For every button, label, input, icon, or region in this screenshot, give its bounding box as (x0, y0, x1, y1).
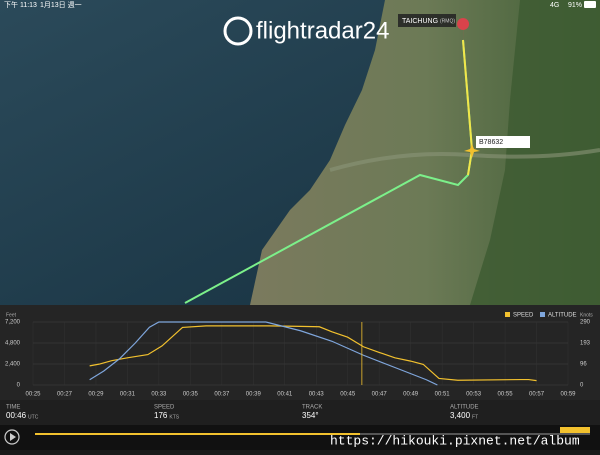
y2-tick-label: 96 (580, 362, 587, 368)
airport-code: (RMQ) (440, 18, 455, 24)
series-line (89, 321, 438, 386)
y-tick-label: 4,800 (5, 341, 21, 347)
stat-value: 176 (154, 411, 168, 420)
stat-label: ALTITUDE (450, 405, 479, 411)
legend-swatch (540, 312, 545, 317)
play-button[interactable] (4, 429, 20, 445)
status-battery: 91% (568, 2, 582, 9)
legend-label: SPEED (513, 313, 534, 319)
status-time: 下午 11:13 (4, 0, 37, 9)
logo: flightradar24 (256, 17, 389, 44)
status-network: 4G (550, 2, 559, 9)
stat-value: 354° (302, 411, 319, 420)
logo-icon (223, 16, 253, 46)
map-river (329, 148, 600, 172)
map-mountains (470, 0, 600, 305)
watermark: https://hikouki.pixnet.net/album (330, 433, 580, 448)
y-axis-label: Feet (6, 312, 17, 318)
y2-tick-label: 193 (580, 341, 591, 347)
chart-panel (0, 305, 600, 400)
playback-bar (0, 425, 600, 450)
progress-rest (360, 433, 590, 435)
x-tick-label: 00:25 (25, 392, 41, 398)
legend-label: ALTITUDE (548, 313, 577, 319)
stat-value: 00:46 (6, 411, 27, 420)
airport-label-bg (398, 14, 456, 27)
stat-label: TIME (6, 405, 20, 411)
y2-tick-label: 0 (580, 383, 584, 389)
y2-tick-label: 290 (580, 320, 591, 326)
x-tick-label: 00:29 (88, 392, 104, 398)
stat-unit: KTS (169, 414, 179, 420)
airport-label: TAICHUNG (402, 18, 438, 25)
x-tick-label: 00:55 (498, 392, 514, 398)
x-tick-label: 00:35 (183, 392, 199, 398)
flight-label-bg[interactable] (476, 136, 530, 148)
airport-pin[interactable] (457, 18, 470, 44)
stats-bar (0, 400, 600, 425)
x-tick-label: 00:33 (151, 392, 167, 398)
y-tick-label: 2,400 (5, 362, 21, 368)
x-tick-label: 00:31 (120, 392, 136, 398)
flight-label[interactable]: B78632 (479, 139, 503, 146)
stat-unit: FT (472, 414, 478, 420)
stat-unit: UTC (28, 414, 39, 420)
stat-label: TRACK (302, 405, 322, 411)
play-icon[interactable] (10, 433, 16, 441)
aircraft-icon[interactable] (464, 144, 480, 158)
x-tick-label: 00:49 (403, 392, 419, 398)
x-tick-label: 00:53 (466, 392, 482, 398)
battery-icon (584, 1, 596, 8)
progress-played (35, 433, 360, 435)
x-tick-label: 00:39 (246, 392, 262, 398)
stat-value: 3,400 (450, 411, 471, 420)
x-tick-label: 00:37 (214, 392, 230, 398)
x-tick-label: 00:51 (435, 392, 451, 398)
speed-toggle[interactable] (560, 427, 590, 433)
status-date: 1月13日 週一 (40, 0, 82, 9)
legend-swatch (505, 312, 510, 317)
chart: 0 2,400 4,800 7,200 0 96 193 290 00:25 00:27 00:29… (5, 312, 591, 398)
x-tick-label: 00:45 (340, 392, 356, 398)
series-line (89, 325, 537, 382)
y-tick-label: 7,200 (5, 320, 21, 326)
x-tick-label: 00:41 (277, 392, 293, 398)
x-tick-label: 00:27 (57, 392, 73, 398)
x-tick-label: 00:47 (372, 392, 388, 398)
stat-label: SPEED (154, 405, 175, 411)
y-tick-label: 0 (17, 383, 21, 389)
x-tick-label: 00:57 (529, 392, 545, 398)
x-tick-label: 00:43 (309, 392, 325, 398)
y2-axis-label: Knots (580, 312, 593, 318)
x-tick-label: 00:59 (560, 392, 576, 398)
